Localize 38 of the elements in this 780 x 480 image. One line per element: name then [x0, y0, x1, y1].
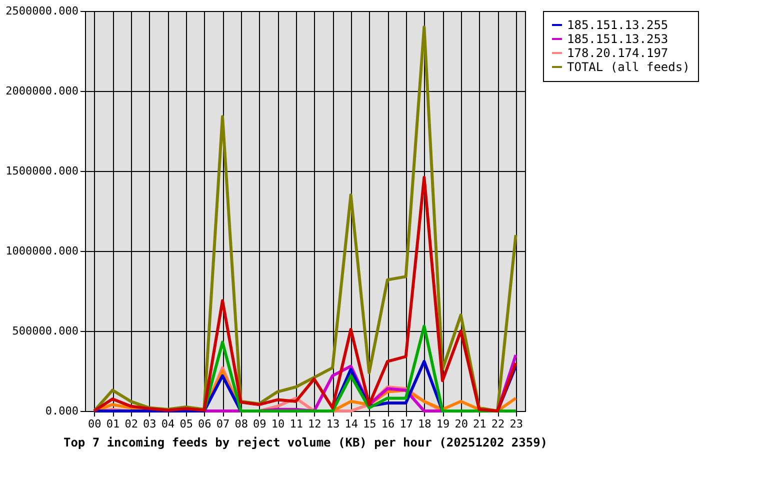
x-tick-label: 23	[510, 418, 523, 430]
legend-label: 185.151.13.255	[567, 18, 668, 32]
x-axis-title: Top 7 incoming feeds by reject volume (KB) per hour (20251202 2359)	[63, 436, 548, 450]
x-tick-label: 14	[344, 418, 358, 430]
legend-label: TOTAL (all feeds)	[567, 60, 690, 74]
legend-label: 178.20.174.197	[567, 46, 668, 60]
x-tick-label: 17	[400, 418, 413, 430]
x-tick-label: 06	[198, 418, 212, 430]
x-tick-label: 22	[491, 418, 505, 430]
x-tick-label: 00	[88, 418, 102, 430]
y-tick-label: 0.000	[45, 404, 78, 418]
line-series	[202, 324, 518, 412]
x-tick-label: 16	[381, 418, 395, 430]
line-series	[92, 26, 518, 412]
y-tick-label: 2000000.000	[6, 84, 78, 98]
x-tick-label: 03	[143, 418, 156, 430]
x-tick-label: 07	[216, 418, 230, 430]
y-tick-label: 2500000.000	[6, 4, 78, 18]
x-tick-label: 09	[253, 418, 266, 430]
x-tick-label: 08	[234, 418, 248, 430]
x-tick-label: 18	[418, 418, 432, 430]
x-tick-label: 13	[326, 418, 340, 430]
line-series	[92, 176, 518, 412]
x-tick-label: 02	[124, 418, 138, 430]
x-tick-label: 11	[290, 418, 303, 430]
x-tick-label: 21	[473, 418, 486, 430]
x-tick-label: 05	[180, 418, 193, 430]
x-tick-label: 15	[363, 418, 376, 430]
y-tick-label: 1500000.000	[6, 164, 78, 178]
y-tick-label: 500000.000	[12, 324, 78, 338]
y-tick-label: 1000000.000	[6, 244, 78, 258]
x-tick-label: 01	[106, 418, 120, 430]
x-tick-label: 19	[436, 418, 450, 430]
x-tick-label: 10	[271, 418, 285, 430]
x-tick-label: 04	[161, 418, 175, 430]
legend-label: 185.151.13.253	[567, 32, 668, 46]
x-tick-label: 12	[308, 418, 322, 430]
x-tick-label: 20	[454, 418, 468, 430]
